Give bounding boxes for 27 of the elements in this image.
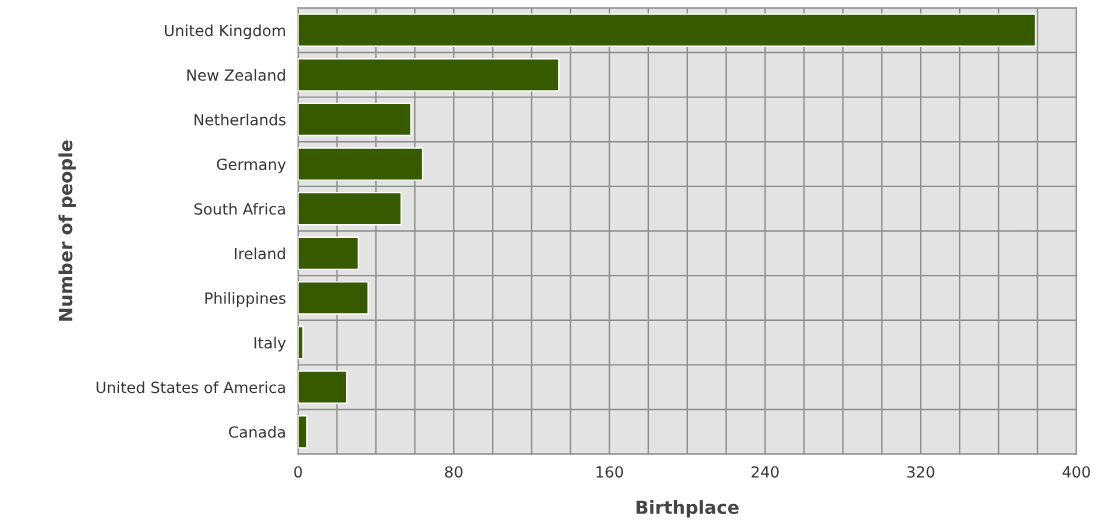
bar [298,58,560,92]
bar [298,281,369,315]
x-tick-label: 80 [445,466,463,478]
y-tick-label: United Kingdom [164,24,285,40]
x-tick-label: 0 [294,466,302,478]
y-tick-label: Canada [228,425,285,438]
bar [298,191,402,226]
bar [298,415,308,449]
x-tick-label: 400 [1062,466,1090,478]
y-axis-title: Number of people [58,140,76,321]
y-tick-label: Italy [254,336,286,352]
bar [298,370,348,404]
bar [298,236,360,271]
bar [298,147,424,181]
x-tick-label: 320 [907,466,935,478]
y-tick-label: United States of America [96,381,285,394]
bar [298,102,412,137]
y-tick-label: New Zealand [187,69,285,81]
x-axis-title: Birthplace [636,500,739,518]
y-tick-label: South Africa [194,202,285,215]
x-tick-label: 160 [596,466,623,478]
x-tick-label: 240 [751,466,779,478]
y-tick-label: Philippines [205,292,286,307]
y-tick-label: Germany [216,158,286,174]
bar [298,13,1037,47]
y-tick-label: Netherlands [194,113,286,126]
y-tick-label: Ireland [234,247,285,260]
